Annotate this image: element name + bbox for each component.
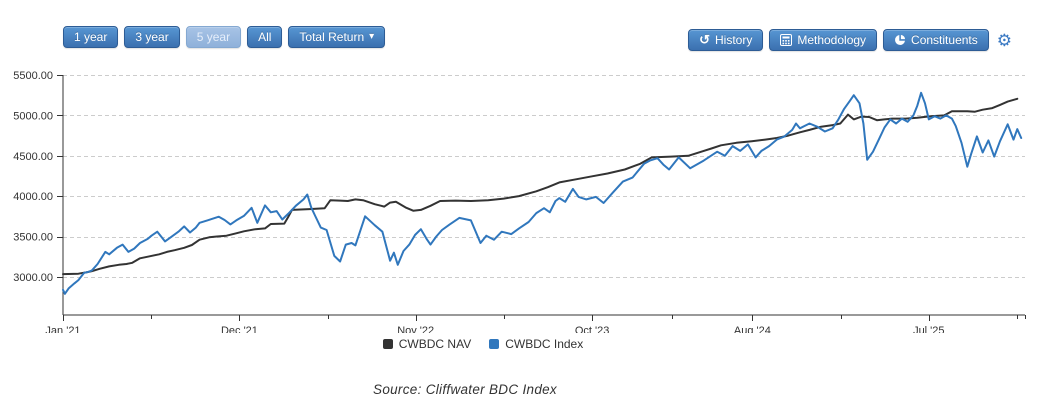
button-label: Methodology — [797, 33, 867, 47]
y-axis-label: 3000.00 — [13, 272, 53, 284]
range-button-1-year[interactable]: 1 year — [63, 26, 119, 48]
action-button-group: ↺ History Methodology Constituents ⚙ — [688, 29, 1012, 51]
x-axis-label: Nov '22 — [397, 325, 434, 333]
x-axis-label: Dec '21 — [221, 325, 258, 333]
range-button-all[interactable]: All — [247, 26, 283, 48]
x-axis-label: Aug '24 — [734, 325, 771, 333]
range-button-5-year[interactable]: 5 year — [185, 26, 242, 48]
range-button-group: 1 year 3 year 5 year All Total Return ▾ — [63, 26, 386, 48]
series-line-cwbdc-nav[interactable] — [62, 97, 1019, 276]
button-label: Total Return — [299, 30, 365, 44]
button-label: Constituents — [911, 33, 978, 47]
legend-label: CWBDC NAV — [398, 337, 472, 351]
legend-label: CWBDC Index — [505, 337, 584, 351]
source-caption: Source: Cliffwater BDC Index — [373, 382, 557, 397]
legend-item-cwbdc-index[interactable]: CWBDC Index — [489, 337, 583, 351]
button-label: 3 year — [135, 30, 169, 44]
y-axis-label: 5000.00 — [13, 110, 53, 122]
x-axis-label: Jan '21 — [45, 325, 80, 333]
y-axis-label: 5500.00 — [13, 70, 53, 82]
button-label: All — [258, 30, 272, 44]
action-button-methodology[interactable]: Methodology — [769, 29, 878, 51]
chart-legend: CWBDC NAV CWBDC Index — [0, 337, 1006, 351]
series-line-cwbdc-index[interactable] — [62, 91, 1023, 295]
x-axis-label: Jul '25 — [913, 325, 944, 333]
x-axis-label: Oct '23 — [575, 325, 610, 333]
calculator-icon — [780, 34, 793, 46]
pie-chart-icon — [894, 34, 906, 46]
y-axis-label: 3500.00 — [13, 232, 53, 244]
range-button-total-return[interactable]: Total Return ▾ — [288, 26, 386, 48]
button-label: History — [714, 33, 753, 47]
range-button-3-year[interactable]: 3 year — [124, 26, 180, 48]
history-icon: ↺ — [699, 32, 710, 47]
button-label: 5 year — [196, 30, 231, 44]
y-axis-label: 4500.00 — [13, 151, 53, 163]
legend-marker — [489, 339, 500, 349]
legend-item-cwbdc-nav[interactable]: CWBDC NAV — [382, 337, 472, 351]
legend-marker — [382, 339, 393, 349]
chart-plot-area[interactable]: 3000.00 3500.00 4000.00 4500.00 5000.00 5500.… — [0, 68, 1046, 333]
gear-icon[interactable]: ⚙ — [996, 30, 1012, 50]
action-button-constituents[interactable]: Constituents — [883, 29, 989, 51]
price-chart[interactable]: 3000.00 3500.00 4000.00 4500.00 5000.00 5500.… — [0, 68, 1046, 333]
y-axis-label: 4000.00 — [13, 191, 53, 203]
button-label: 1 year — [74, 30, 108, 44]
caret-down-icon: ▾ — [369, 31, 375, 42]
action-button-history[interactable]: ↺ History — [688, 29, 764, 51]
